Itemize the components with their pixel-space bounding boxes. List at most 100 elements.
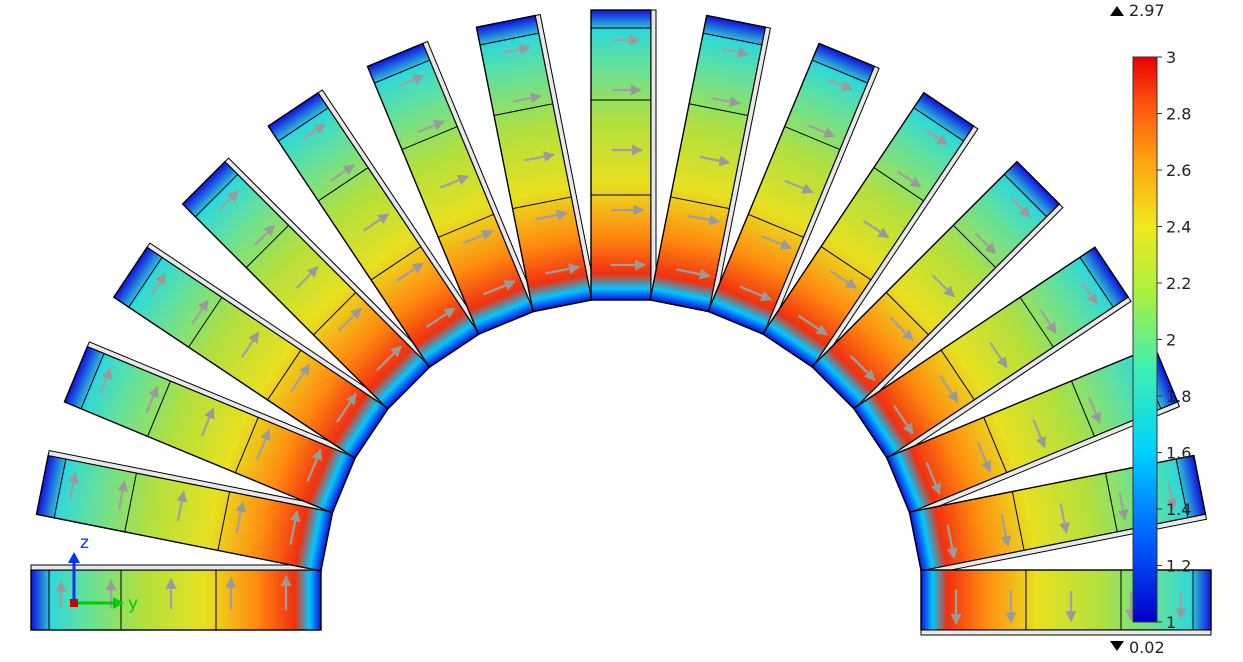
z-axis-label: z bbox=[80, 533, 89, 553]
field-arrow bbox=[295, 266, 319, 289]
field-arrow bbox=[739, 285, 773, 301]
color-bar-tick-label: 2.4 bbox=[1166, 218, 1191, 237]
color-bar-tick-label: 1 bbox=[1166, 613, 1176, 632]
magnet-segment bbox=[649, 14, 772, 314]
field-arrow bbox=[440, 174, 470, 189]
field-arrow bbox=[335, 393, 357, 423]
field-arrow bbox=[545, 263, 581, 275]
field-arrow bbox=[302, 123, 326, 140]
field-arrow bbox=[200, 407, 215, 437]
magnet-segment bbox=[852, 246, 1132, 464]
field-arrow bbox=[255, 429, 271, 461]
field-arrow bbox=[150, 272, 167, 296]
field-arrow bbox=[395, 262, 424, 282]
x-axis-marker bbox=[70, 599, 78, 607]
field-arrow bbox=[862, 219, 890, 239]
field-arrow bbox=[807, 124, 836, 138]
field-arrow bbox=[849, 355, 876, 381]
y-axis-label: y bbox=[128, 594, 138, 614]
field-arrow bbox=[722, 46, 750, 58]
field-arrow bbox=[760, 234, 792, 250]
field-arrow bbox=[503, 43, 531, 55]
y-axis-arrow-icon bbox=[113, 597, 124, 609]
field-arrow bbox=[798, 314, 828, 336]
field-arrow bbox=[1032, 419, 1047, 449]
field-arrows bbox=[55, 34, 1187, 625]
magnet-segment bbox=[475, 13, 598, 313]
field-arrow bbox=[1039, 309, 1057, 334]
color-bar-tick-label: 2.8 bbox=[1166, 105, 1191, 124]
field-arrow bbox=[784, 179, 814, 194]
field-arrow bbox=[513, 92, 542, 104]
color-bar-tick-label: 1.6 bbox=[1166, 444, 1191, 463]
field-arrow bbox=[524, 151, 555, 162]
magnet-segment bbox=[590, 9, 657, 301]
color-bar-tick-label: 2.6 bbox=[1166, 161, 1191, 180]
field-arrow bbox=[399, 74, 425, 87]
min-value-label: 0.02 bbox=[1129, 638, 1165, 657]
field-arrow bbox=[337, 307, 362, 332]
field-arrow bbox=[827, 78, 854, 91]
magnet-segment bbox=[885, 345, 1181, 519]
magnet-segment bbox=[267, 89, 485, 369]
color-bar-tick-label: 2 bbox=[1166, 331, 1176, 350]
field-arrow bbox=[699, 155, 731, 167]
field-arrow bbox=[462, 229, 494, 245]
field-arrow bbox=[425, 307, 456, 329]
field-arrow bbox=[896, 170, 922, 188]
field-arrow bbox=[1010, 197, 1031, 218]
color-legend: 2.97 0.02 3 2.8 2.6 2.4 2.2 2 1.8 1.6 1.4 1.2 1 bbox=[1110, 1, 1191, 657]
field-arrow bbox=[892, 404, 914, 435]
field-arrow bbox=[1000, 514, 1012, 547]
field-arrow bbox=[362, 213, 390, 232]
field-arrow bbox=[946, 524, 958, 560]
field-arrow bbox=[376, 345, 402, 372]
field-arrow bbox=[67, 471, 79, 499]
field-arrow bbox=[712, 96, 741, 108]
z-axis-arrow-icon bbox=[68, 552, 80, 563]
field-arrow bbox=[482, 280, 516, 296]
field-arrow bbox=[191, 299, 209, 325]
max-marker-icon bbox=[1110, 6, 1124, 16]
min-marker-icon bbox=[1110, 641, 1124, 651]
field-arrow bbox=[925, 461, 941, 495]
field-arrow bbox=[932, 274, 955, 298]
color-bar-tick-label: 1.2 bbox=[1166, 557, 1191, 576]
field-arrow bbox=[676, 268, 711, 280]
axis-triad: z y bbox=[68, 533, 138, 614]
color-bar-tick-label: 2.2 bbox=[1166, 274, 1191, 293]
magnet-segment bbox=[112, 242, 392, 460]
color-bar-tick-label: 3 bbox=[1166, 48, 1176, 67]
field-arrow bbox=[176, 490, 188, 522]
field-arrow bbox=[1059, 503, 1070, 534]
field-arrow bbox=[535, 209, 568, 221]
magnet-segment bbox=[366, 40, 540, 336]
field-arrow bbox=[417, 120, 445, 134]
field-arrow bbox=[117, 480, 129, 509]
field-arrow bbox=[939, 374, 959, 403]
field-arrow bbox=[976, 441, 992, 473]
field-arrow bbox=[889, 316, 914, 341]
field-arrow bbox=[330, 164, 355, 182]
field-arrow bbox=[306, 448, 322, 482]
color-bar-ticks: 3 2.8 2.6 2.4 2.2 2 1.8 1.6 1.4 1.2 1 bbox=[1157, 48, 1191, 632]
color-bar bbox=[1132, 56, 1158, 623]
max-value-label: 2.97 bbox=[1129, 1, 1165, 20]
field-arrow bbox=[240, 331, 260, 359]
color-bar-tick-label: 1.4 bbox=[1166, 500, 1191, 519]
field-arrow bbox=[989, 341, 1008, 369]
field-arrow bbox=[1166, 482, 1178, 510]
magnet-segment bbox=[761, 91, 979, 371]
field-arrow bbox=[99, 367, 112, 394]
field-arrow bbox=[289, 510, 301, 545]
field-arrow bbox=[218, 190, 239, 211]
field-arrow bbox=[925, 129, 949, 146]
field-arrow bbox=[1081, 281, 1098, 305]
field-arrow bbox=[253, 224, 276, 247]
field-arrow bbox=[829, 269, 858, 290]
magnet-segments bbox=[30, 9, 1212, 636]
field-arrow bbox=[145, 385, 159, 414]
field-arrow bbox=[1087, 396, 1101, 424]
field-arrow bbox=[1117, 492, 1129, 521]
